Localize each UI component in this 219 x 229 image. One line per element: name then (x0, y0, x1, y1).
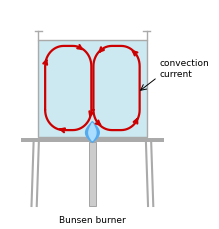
Bar (38, 41, 147, 137)
Polygon shape (86, 122, 99, 143)
Text: Bunsen burner: Bunsen burner (59, 215, 126, 224)
Text: convection
current: convection current (160, 59, 209, 78)
Polygon shape (89, 123, 96, 141)
Bar (21, 139, 164, 143)
Bar (89, 143, 96, 206)
